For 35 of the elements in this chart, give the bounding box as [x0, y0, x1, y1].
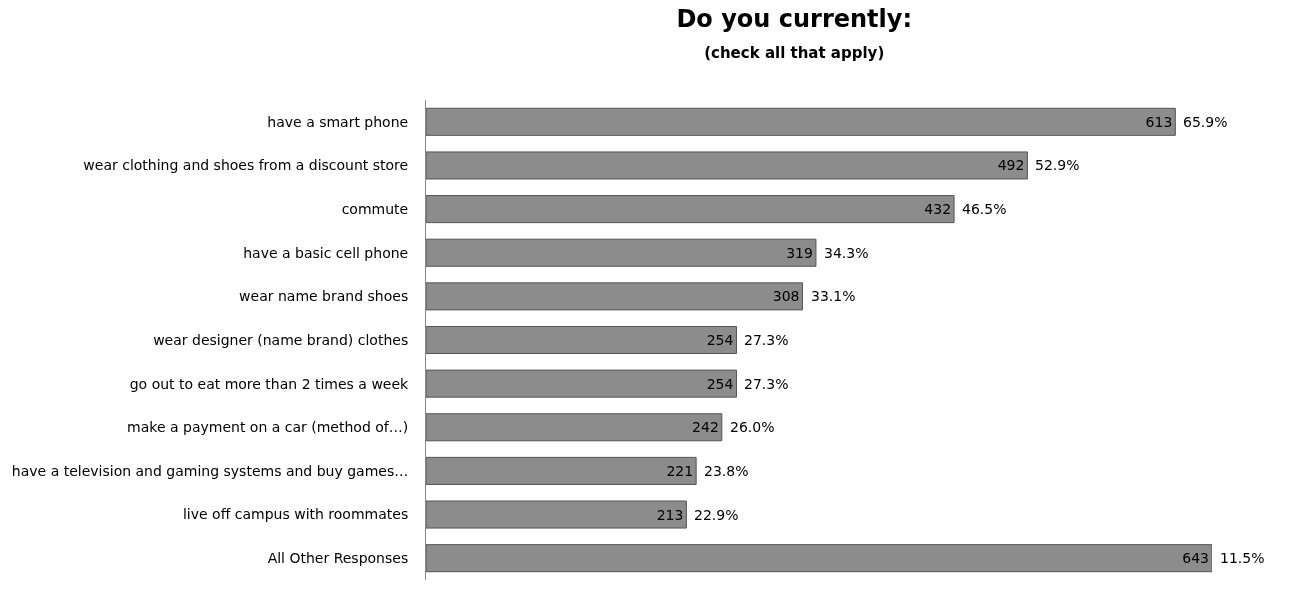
- annotation: 52.9%: [1035, 157, 1080, 173]
- data-label: 308: [772, 288, 800, 305]
- data-label: 319: [786, 244, 813, 261]
- data-label: 254: [706, 375, 734, 392]
- y-tick-label: have a smart phone: [267, 113, 409, 130]
- annotation: 33.1%: [811, 288, 856, 304]
- y-tick-label: commute: [341, 200, 409, 217]
- data-label: 213: [656, 506, 684, 523]
- data-label: 242: [692, 419, 719, 436]
- annotation: 34.3%: [824, 245, 869, 261]
- annotation: 27.3%: [744, 376, 789, 392]
- data-label: 643: [1182, 550, 1209, 567]
- data-label: 221: [666, 462, 694, 479]
- y-tick-label: wear name brand shoes: [239, 288, 409, 305]
- y-tick-label: make a payment on a car (method of…): [127, 419, 409, 436]
- y-tick-label: wear designer (name brand) clothes: [153, 331, 409, 348]
- data-label: 492: [997, 157, 1025, 174]
- annotation: 27.3%: [744, 332, 789, 348]
- data-label: 613: [1145, 113, 1173, 130]
- y-tick-label: have a basic cell phone: [243, 244, 409, 261]
- y-tick-label: live off campus with roommates: [183, 506, 409, 523]
- chart-title: Do you currently:: [676, 5, 913, 33]
- annotation: 65.9%: [1183, 114, 1228, 130]
- annotation: 22.9%: [694, 507, 739, 523]
- annotation: 11.5%: [1220, 550, 1265, 566]
- data-label: 432: [924, 201, 952, 218]
- annotation: 26.0%: [730, 419, 775, 435]
- data-label: 254: [706, 332, 734, 348]
- y-tick-label: have a television and gaming systems and buy games…: [11, 462, 409, 479]
- y-tick-label: go out to eat more than 2 times a week: [129, 375, 410, 392]
- annotation: 23.8%: [704, 463, 749, 479]
- chart-subtitle: (check all that apply): [704, 44, 885, 63]
- y-tick-label: All Other Responses: [267, 550, 409, 567]
- y-tick-label: wear clothing and shoes from a discount store: [83, 157, 409, 174]
- annotation: 46.5%: [962, 201, 1007, 217]
